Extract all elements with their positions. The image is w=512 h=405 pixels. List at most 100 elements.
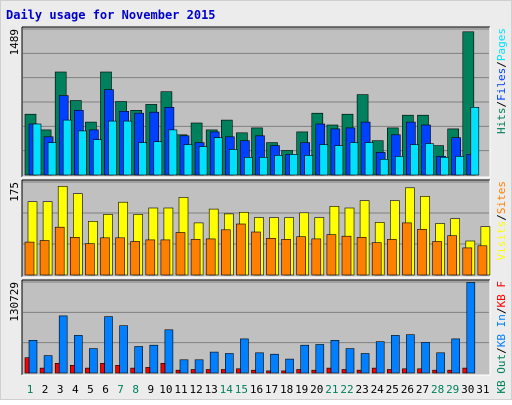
sites-bar [326,234,337,276]
legend-entry: Sites [495,181,508,214]
x-tick-label: 20 [310,383,323,396]
legend-entry: Files [495,68,508,101]
pages-bar [410,144,419,176]
kb-f-bar [205,369,211,374]
y-max-label: 175 [8,182,21,202]
legend-entry: KB F [495,281,508,308]
kb-in-bar [134,346,143,374]
kb-in-bar [330,339,340,374]
pages-bar [123,120,132,176]
kb-f-bar [371,367,377,374]
sites-bar [130,241,140,276]
kb-in-bar [104,316,113,374]
x-tick-label: 22 [340,383,353,396]
sites-bar [281,239,291,276]
kb-in-bar [28,339,38,374]
pages-bar [93,139,102,176]
x-tick-label: 12 [189,383,202,396]
kb-f-bar [462,367,468,374]
kb-f-bar [100,362,105,374]
kb-in-bar [451,338,461,374]
kb-f-bar [417,368,422,374]
kb-f-bar [175,369,181,374]
pages-bar [78,130,87,176]
x-tick-label: 19 [295,383,308,396]
pages-bar [213,137,223,176]
sites-bar [85,243,95,276]
x-tick-label: 7 [117,383,124,396]
kb-f-bar [221,369,226,374]
pages-bar [274,155,283,176]
kb-f-bar [236,368,241,374]
x-tick-label: 30 [461,383,474,396]
pages-bar [183,144,193,176]
pages-bar [334,145,344,176]
sites-bar [371,242,382,276]
x-tick-label: 15 [235,383,248,396]
x-tick-label: 29 [446,383,459,396]
x-tick-label: 10 [159,383,172,396]
sites-bar [356,237,367,276]
kb-in-bar [149,344,159,374]
pages-bar [168,129,178,176]
pages-bar [289,154,298,176]
x-tick-label: 27 [416,383,429,396]
x-tick-label: 25 [386,383,399,396]
kb-in-bar [466,282,476,374]
kb-f-bar [85,367,90,374]
kb-f-bar [145,367,151,374]
sites-bar [311,238,322,276]
kb-in-bar [315,344,325,374]
pages-bar [319,144,329,176]
sites-bar [462,247,473,276]
pages-bar [394,156,404,176]
kb-in-bar [270,353,279,374]
kb-f-bar [386,369,392,374]
x-tick-label: 21 [325,383,338,396]
pages-bar [108,120,117,176]
sites-bar [160,239,171,276]
legend-kbin-kbout-kbf: KB Out/KB In/KB F [495,281,508,394]
kb-f-bar [130,367,135,374]
legend-hits-files-pages: Hits/Files/Pages [495,28,508,134]
sites-bar [386,239,397,276]
sites-bar [236,223,246,276]
sites-bar [145,239,156,276]
kb-f-bar [70,364,75,374]
kb-f-bar [160,362,166,374]
pages-bar [47,142,57,176]
pages-bar [259,157,268,176]
pages-bar [470,107,480,176]
x-tick-label: 16 [250,383,263,396]
sites-bar [266,238,276,276]
sites-bar [432,241,442,276]
sites-bar [190,239,201,276]
kb-in-bar [300,344,310,374]
x-tick-label: 24 [371,383,385,396]
pages-bar [244,157,253,176]
kb-in-bar [194,359,204,374]
kb-in-bar [390,335,400,374]
x-tick-label: 3 [57,383,64,396]
kb-f-bar [281,370,286,374]
kb-f-bar [326,367,332,374]
pages-bar [32,123,42,176]
pages-bar [138,142,147,176]
kb-in-bar [164,329,174,374]
kb-f-bar [251,369,256,374]
sites-bar [402,222,412,276]
kb-in-bar [240,338,249,374]
kb-f-bar [39,367,45,374]
x-axis-day-labels: 1 2 3 4 5 6 7 8 9 10 11 12 13 14 15 16 17 18 19 20 21 22 23 24 2… [27,383,490,396]
kb-f-bar [447,369,453,374]
panel-visits-sites: 175 Visits/Sites [8,179,508,278]
legend-entry: KB In [495,314,508,347]
x-tick-label: 18 [280,383,293,396]
pages-bar [364,142,374,176]
kb-f-bar [266,370,271,374]
pages-bar [153,141,163,176]
x-tick-label: 11 [174,383,187,396]
